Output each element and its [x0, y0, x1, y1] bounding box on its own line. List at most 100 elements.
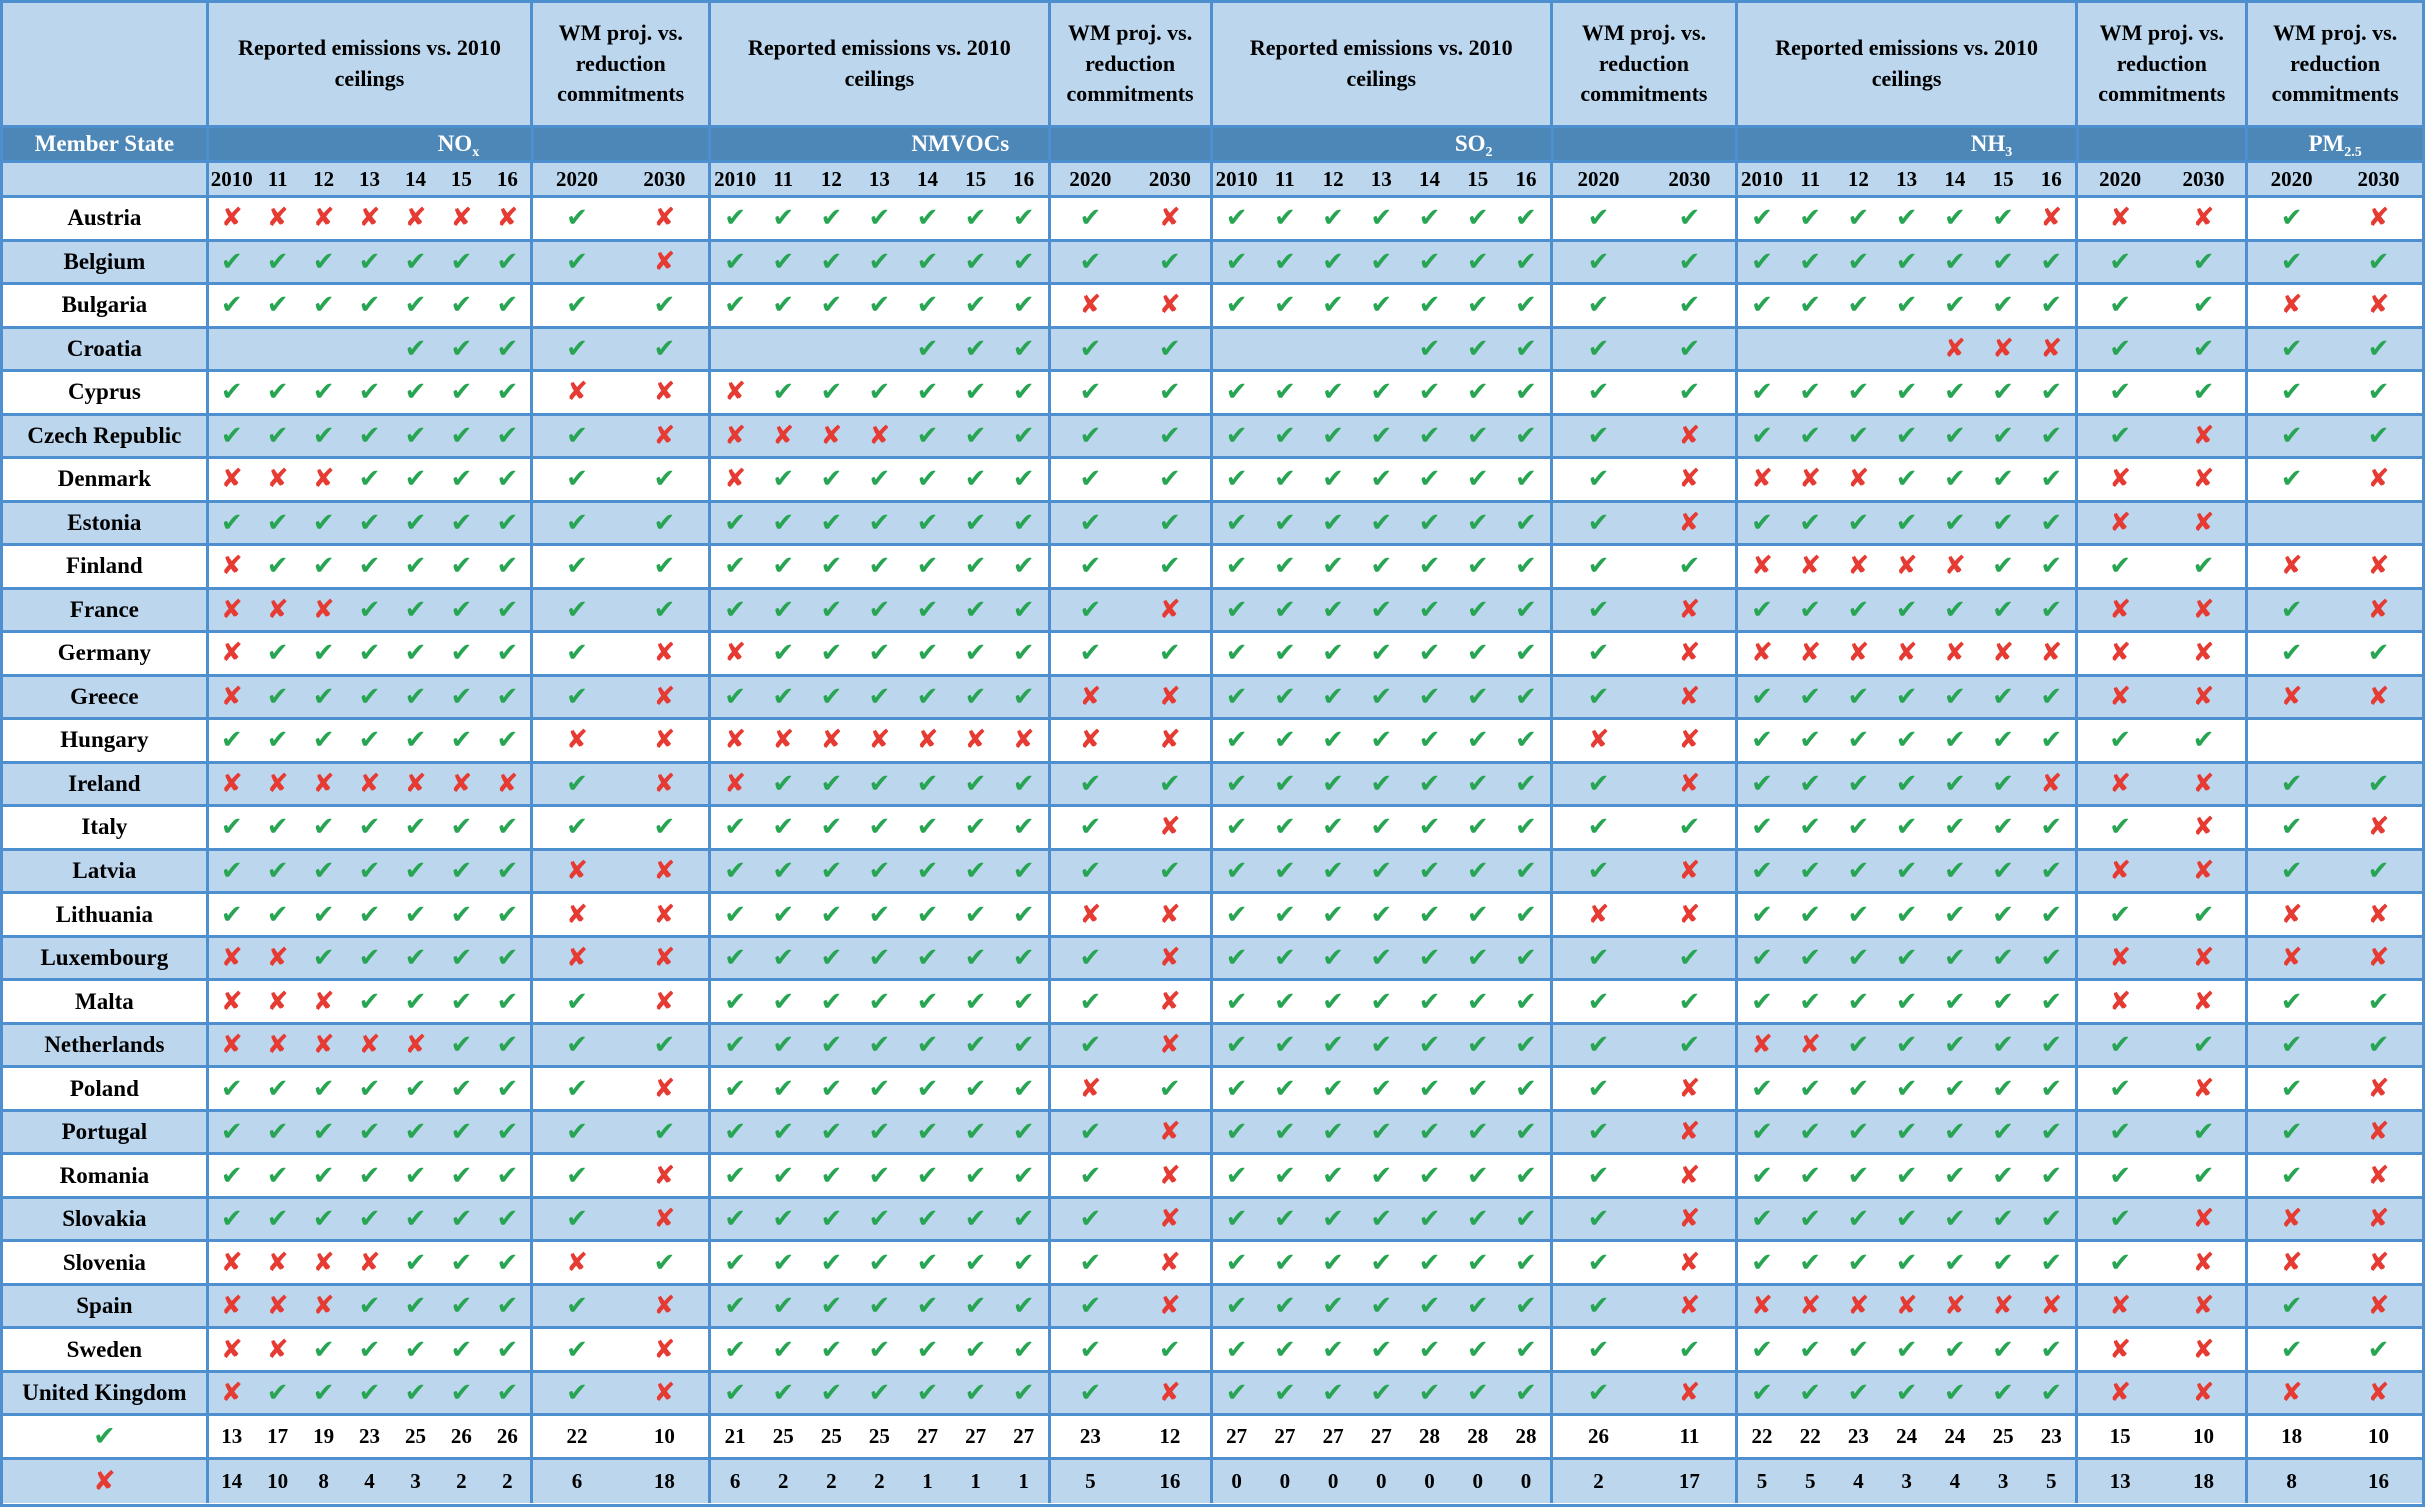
slot: ✔	[855, 684, 903, 710]
slot: ✘	[255, 1293, 301, 1319]
cross-icon: ✘	[1079, 290, 1102, 321]
slot: ✔	[711, 902, 759, 928]
pollutant-subscript: 2	[1485, 145, 1493, 160]
slot: ✔	[855, 597, 903, 623]
check-icon: ✔	[1847, 1030, 1870, 1061]
slot: ✔	[255, 379, 301, 405]
check-icon: ✔	[1466, 1291, 1489, 1322]
check-icon: ✔	[2280, 377, 2303, 408]
check-icon: ✔	[1895, 1204, 1918, 1235]
check-icon: ✔	[1079, 1204, 1102, 1235]
slot: ✔	[484, 945, 530, 971]
slot: ✔	[855, 379, 903, 405]
check-icon: ✔	[868, 464, 891, 495]
cross-icon: ✘	[1678, 899, 1701, 930]
check-icon: ✔	[964, 1378, 987, 1409]
slot: ✔	[807, 597, 855, 623]
slot: ✔	[711, 989, 759, 1015]
check-icon: ✔	[220, 812, 243, 843]
count-value: 24	[1896, 1424, 1918, 1449]
count-value: 0	[1327, 1469, 1339, 1494]
slot: ✔	[1931, 1337, 1979, 1363]
slot: ✔	[1405, 1337, 1453, 1363]
slot: ✔	[2027, 1337, 2075, 1363]
slot: ✔	[1883, 379, 1931, 405]
check-icon: ✔	[266, 638, 289, 669]
check-icon: ✔	[868, 899, 891, 930]
slot: ✔	[1405, 1206, 1453, 1232]
nmvoc-years-cell: ✘ ✔ ✔ ✔ ✔ ✔ ✔	[711, 459, 1051, 500]
slot: ✔	[1644, 205, 1735, 231]
year-label: 15	[1992, 166, 2014, 191]
slot: ✔	[1357, 771, 1405, 797]
slot: ✔	[533, 684, 620, 710]
slot: ✔	[2027, 1076, 2075, 1102]
slot: ✔	[1000, 945, 1048, 971]
cross-icon: ✘	[724, 725, 747, 756]
check-icon: ✔	[2040, 725, 2063, 756]
cross-icon: ✘	[653, 986, 676, 1017]
slot: ✔	[621, 1032, 708, 1058]
slot: ✔	[1553, 379, 1644, 405]
slot: ✔	[855, 902, 903, 928]
check-icon: ✔	[1587, 377, 1610, 408]
check-icon: ✔	[1943, 1073, 1966, 1104]
slot: ✔	[347, 249, 393, 275]
slot: ✔	[1834, 1032, 1882, 1058]
slot: ✔	[1405, 249, 1453, 275]
slot: ✔	[1502, 205, 1550, 231]
slot: ✔	[2248, 336, 2335, 362]
check-icon: ✔	[312, 681, 335, 712]
slot: ✔	[1502, 1380, 1550, 1406]
cross-icon: ✘	[2280, 290, 2303, 321]
check-icon: ✔	[2280, 768, 2303, 799]
slot: ✔	[2248, 1337, 2335, 1363]
check-icon: ✔	[964, 1160, 987, 1191]
cross-icon: ✘	[2367, 1073, 2390, 1104]
check-icon: ✔	[2109, 899, 2132, 930]
so2-years-cell: ✔ ✔ ✔ ✔ ✔ ✔ ✔	[1212, 285, 1554, 326]
check-icon: ✔	[1587, 1117, 1610, 1148]
slot: ✘	[2078, 945, 2161, 971]
nox-years-cell: ✘ ✔ ✔ ✔ ✔ ✔ ✔	[208, 546, 534, 587]
nox-proj-count-cell: 6 18	[533, 1459, 712, 1504]
check-icon: ✔	[1847, 420, 1870, 451]
check-icon: ✔	[1943, 1117, 1966, 1148]
nh3-years-cell: ✘ ✘ ✘ ✘ ✘ ✘ ✘	[1737, 633, 2079, 674]
check-icon: ✔	[1322, 420, 1344, 451]
slot: ✔	[1553, 1163, 1644, 1189]
cross-icon: ✘	[2280, 1378, 2303, 1409]
slot: ✔	[1000, 205, 1048, 231]
slot: ✘	[2162, 1337, 2245, 1363]
slot: ✘	[209, 1250, 255, 1276]
slot: ✔	[1931, 727, 1979, 753]
cross-icon: ✘	[1158, 1247, 1181, 1278]
cross-icon: ✘	[868, 420, 891, 451]
nox-years-cell: ✘ ✔ ✔ ✔ ✔ ✔ ✔	[208, 1372, 534, 1414]
slot: ✘	[621, 727, 708, 753]
check-icon: ✔	[1847, 1117, 1870, 1148]
count-value: 26	[496, 1424, 518, 1449]
slot: ✔	[807, 1119, 855, 1145]
year-label: 14	[404, 166, 426, 191]
slot: ✔	[1644, 292, 1735, 318]
slot: ✔	[1883, 510, 1931, 536]
check-icon: ✔	[1273, 725, 1296, 756]
slot: ✔	[1357, 292, 1405, 318]
slot: ✘	[209, 553, 255, 579]
slot: ✔	[1738, 945, 1786, 971]
proj-year-label: 2020	[1577, 166, 1620, 191]
check-icon: ✔	[964, 1247, 987, 1278]
slot: ✔	[533, 1032, 620, 1058]
check-icon: ✔	[358, 594, 381, 625]
slot: ✘	[2335, 684, 2422, 710]
slot: ✔	[711, 1250, 759, 1276]
slot: ✔	[1931, 466, 1979, 492]
slot: ✘	[1738, 640, 1786, 666]
slot: ✔	[1309, 727, 1357, 753]
slot: ✔	[1213, 205, 1261, 231]
member-state-cell: Slovenia	[3, 1242, 209, 1283]
slot: ✘	[1644, 640, 1735, 666]
count-value: 8	[318, 1469, 329, 1494]
slot: ✔	[1931, 379, 1979, 405]
